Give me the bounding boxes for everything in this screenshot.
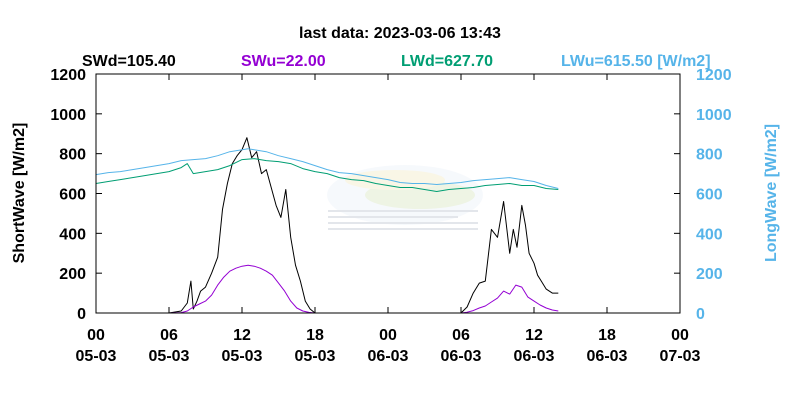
xtick-label-hour-0: 00 (87, 327, 105, 344)
ytick-label-right-0: 0 (696, 306, 705, 323)
watermark-logo (327, 165, 483, 230)
ytick-label-right-1: 200 (696, 266, 723, 283)
xtick-label-hour-8: 00 (671, 327, 689, 344)
xtick-label-date-5: 06-03 (441, 348, 482, 365)
ytick-label-left-0: 0 (77, 306, 86, 323)
legend: SWd=105.40 SWu=22.00 LWd=627.70 LWu=615.50 … (82, 53, 711, 70)
xtick-label-date-3: 05-03 (295, 348, 336, 365)
ytick-label-right-6: 1200 (696, 67, 732, 84)
xtick-label-date-8: 07-03 (660, 348, 701, 365)
xtick-label-hour-7: 18 (598, 327, 616, 344)
series-line-swd (96, 137, 559, 314)
xtick-label-hour-3: 18 (306, 327, 324, 344)
legend-entry-1: SWu=22.00 (241, 53, 326, 70)
ytick-label-right-4: 800 (696, 147, 723, 164)
xtick-label-hour-6: 12 (525, 327, 543, 344)
ytick-label-left-5: 1000 (50, 107, 86, 124)
ytick-label-right-5: 1000 (696, 107, 732, 124)
xtick-label-date-0: 05-03 (76, 348, 117, 365)
xtick-label-date-6: 06-03 (514, 348, 555, 365)
ytick-label-right-3: 600 (696, 187, 723, 204)
chart-title: last data: 2023-03-06 13:43 (299, 25, 501, 42)
y-axis-label-right: LongWave [W/m2] (763, 124, 780, 262)
series-line-lwd (95, 158, 559, 192)
xtick-label-hour-1: 06 (160, 327, 178, 344)
ytick-label-left-1: 200 (59, 266, 86, 283)
series-line-swu (96, 264, 559, 314)
xtick-label-date-4: 06-03 (368, 348, 409, 365)
y-axis-label-left: ShortWave [W/m2] (11, 123, 28, 264)
xtick-label-hour-5: 06 (452, 327, 470, 344)
ytick-label-left-4: 800 (59, 147, 86, 164)
legend-entry-0: SWd=105.40 (82, 53, 176, 70)
ytick-label-left-3: 600 (59, 187, 86, 204)
ytick-label-left-2: 400 (59, 226, 86, 243)
legend-entry-3: LWu=615.50 [W/m2] (561, 53, 711, 70)
series-line-lwu (95, 148, 559, 189)
series-layer (95, 137, 559, 314)
xtick-label-date-2: 05-03 (222, 348, 263, 365)
xtick-label-hour-4: 00 (379, 327, 397, 344)
xtick-label-hour-2: 12 (233, 327, 251, 344)
ytick-label-left-6: 1200 (50, 67, 86, 84)
legend-entry-2: LWd=627.70 (401, 53, 493, 70)
ytick-label-right-2: 400 (696, 226, 723, 243)
xtick-label-date-7: 06-03 (587, 348, 628, 365)
xtick-label-date-1: 05-03 (149, 348, 190, 365)
